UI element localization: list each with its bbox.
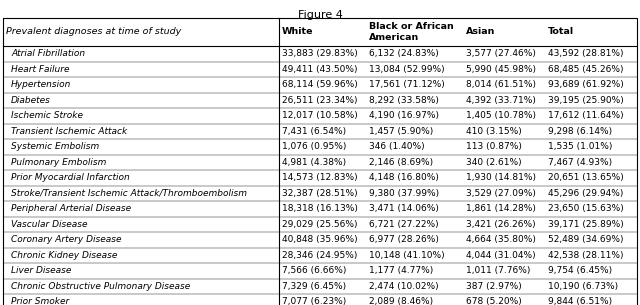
Text: 32,387 (28.51%): 32,387 (28.51%) [282,189,357,198]
Text: 340 (2.61%): 340 (2.61%) [466,158,521,167]
Text: 9,380 (37.99%): 9,380 (37.99%) [369,189,440,198]
Text: 9,754 (6.45%): 9,754 (6.45%) [548,266,612,275]
Text: 4,148 (16.80%): 4,148 (16.80%) [369,173,439,182]
Text: 3,421 (26.26%): 3,421 (26.26%) [466,220,535,229]
Text: Total: Total [548,27,574,37]
Text: Asian: Asian [466,27,495,37]
Text: 8,292 (33.58%): 8,292 (33.58%) [369,96,439,105]
Text: Transient Ischemic Attack: Transient Ischemic Attack [11,127,127,136]
Text: 3,529 (27.09%): 3,529 (27.09%) [466,189,536,198]
Text: Liver Disease: Liver Disease [11,266,72,275]
Text: Vascular Disease: Vascular Disease [11,220,88,229]
Text: 7,329 (6.45%): 7,329 (6.45%) [282,282,346,291]
Text: 7,467 (4.93%): 7,467 (4.93%) [548,158,612,167]
Text: Systemic Embolism: Systemic Embolism [11,142,99,151]
Text: 2,089 (8.46%): 2,089 (8.46%) [369,297,433,305]
Text: 1,076 (0.95%): 1,076 (0.95%) [282,142,346,151]
Text: 23,650 (15.63%): 23,650 (15.63%) [548,204,624,213]
Text: 26,511 (23.34%): 26,511 (23.34%) [282,96,357,105]
Text: 93,689 (61.92%): 93,689 (61.92%) [548,80,624,89]
Text: 68,485 (45.26%): 68,485 (45.26%) [548,65,623,74]
Text: Hypertension: Hypertension [11,80,72,89]
Text: Atrial Fibrillation: Atrial Fibrillation [11,49,85,58]
Text: 7,566 (6.66%): 7,566 (6.66%) [282,266,346,275]
Text: 10,148 (41.10%): 10,148 (41.10%) [369,251,445,260]
Text: Heart Failure: Heart Failure [11,65,70,74]
Text: 4,664 (35.80%): 4,664 (35.80%) [466,235,536,244]
Text: 52,489 (34.69%): 52,489 (34.69%) [548,235,623,244]
Text: Peripheral Arterial Disease: Peripheral Arterial Disease [11,204,131,213]
Text: 3,471 (14.06%): 3,471 (14.06%) [369,204,439,213]
Text: 17,561 (71.12%): 17,561 (71.12%) [369,80,445,89]
Text: Chronic Obstructive Pulmonary Disease: Chronic Obstructive Pulmonary Disease [11,282,190,291]
Text: 9,844 (6.51%): 9,844 (6.51%) [548,297,612,305]
Text: 10,190 (6.73%): 10,190 (6.73%) [548,282,618,291]
Text: 43,592 (28.81%): 43,592 (28.81%) [548,49,623,58]
Text: 113 (0.87%): 113 (0.87%) [466,142,522,151]
Text: 4,044 (31.04%): 4,044 (31.04%) [466,251,535,260]
Text: 678 (5.20%): 678 (5.20%) [466,297,522,305]
Text: Black or African
American: Black or African American [369,22,454,42]
Text: 6,132 (24.83%): 6,132 (24.83%) [369,49,439,58]
Text: 1,457 (5.90%): 1,457 (5.90%) [369,127,433,136]
Text: 6,977 (28.26%): 6,977 (28.26%) [369,235,439,244]
Text: 39,195 (25.90%): 39,195 (25.90%) [548,96,624,105]
Text: 4,392 (33.71%): 4,392 (33.71%) [466,96,536,105]
Text: 7,077 (6.23%): 7,077 (6.23%) [282,297,346,305]
Text: 3,577 (27.46%): 3,577 (27.46%) [466,49,536,58]
Text: 387 (2.97%): 387 (2.97%) [466,282,522,291]
Text: 17,612 (11.64%): 17,612 (11.64%) [548,111,624,120]
Text: Prior Smoker: Prior Smoker [11,297,69,305]
Text: Diabetes: Diabetes [11,96,51,105]
Text: Chronic Kidney Disease: Chronic Kidney Disease [11,251,117,260]
Text: 9,298 (6.14%): 9,298 (6.14%) [548,127,612,136]
Text: 1,535 (1.01%): 1,535 (1.01%) [548,142,612,151]
Text: 14,573 (12.83%): 14,573 (12.83%) [282,173,357,182]
Text: 4,981 (4.38%): 4,981 (4.38%) [282,158,346,167]
Text: 7,431 (6.54%): 7,431 (6.54%) [282,127,346,136]
Text: Coronary Artery Disease: Coronary Artery Disease [11,235,122,244]
Text: 1,011 (7.76%): 1,011 (7.76%) [466,266,530,275]
Text: 1,861 (14.28%): 1,861 (14.28%) [466,204,536,213]
Text: 20,651 (13.65%): 20,651 (13.65%) [548,173,624,182]
Text: 40,848 (35.96%): 40,848 (35.96%) [282,235,357,244]
Text: 1,177 (4.77%): 1,177 (4.77%) [369,266,433,275]
Text: 2,146 (8.69%): 2,146 (8.69%) [369,158,433,167]
Text: 1,405 (10.78%): 1,405 (10.78%) [466,111,536,120]
Text: Stroke/Transient Ischemic Attack/Thromboembolism: Stroke/Transient Ischemic Attack/Thrombo… [11,189,247,198]
Text: 49,411 (43.50%): 49,411 (43.50%) [282,65,357,74]
Text: 18,318 (16.13%): 18,318 (16.13%) [282,204,358,213]
Text: Ischemic Stroke: Ischemic Stroke [11,111,83,120]
Text: 68,114 (59.96%): 68,114 (59.96%) [282,80,358,89]
Text: 4,190 (16.97%): 4,190 (16.97%) [369,111,439,120]
Text: Prevalent diagnoses at time of study: Prevalent diagnoses at time of study [6,27,181,37]
Text: Prior Myocardial Infarction: Prior Myocardial Infarction [11,173,130,182]
Text: 42,538 (28.11%): 42,538 (28.11%) [548,251,623,260]
Text: 8,014 (61.51%): 8,014 (61.51%) [466,80,536,89]
Text: 45,296 (29.94%): 45,296 (29.94%) [548,189,623,198]
Text: 1,930 (14.81%): 1,930 (14.81%) [466,173,536,182]
Text: 29,029 (25.56%): 29,029 (25.56%) [282,220,357,229]
Text: 33,883 (29.83%): 33,883 (29.83%) [282,49,358,58]
Text: Figure 4: Figure 4 [298,10,342,20]
Text: 5,990 (45.98%): 5,990 (45.98%) [466,65,536,74]
Text: 410 (3.15%): 410 (3.15%) [466,127,522,136]
Text: 39,171 (25.89%): 39,171 (25.89%) [548,220,624,229]
Text: 346 (1.40%): 346 (1.40%) [369,142,425,151]
Text: 13,084 (52.99%): 13,084 (52.99%) [369,65,445,74]
Text: 28,346 (24.95%): 28,346 (24.95%) [282,251,357,260]
Text: Pulmonary Embolism: Pulmonary Embolism [11,158,106,167]
Text: White: White [282,27,314,37]
Text: 12,017 (10.58%): 12,017 (10.58%) [282,111,358,120]
Text: 2,474 (10.02%): 2,474 (10.02%) [369,282,439,291]
Text: 6,721 (27.22%): 6,721 (27.22%) [369,220,439,229]
